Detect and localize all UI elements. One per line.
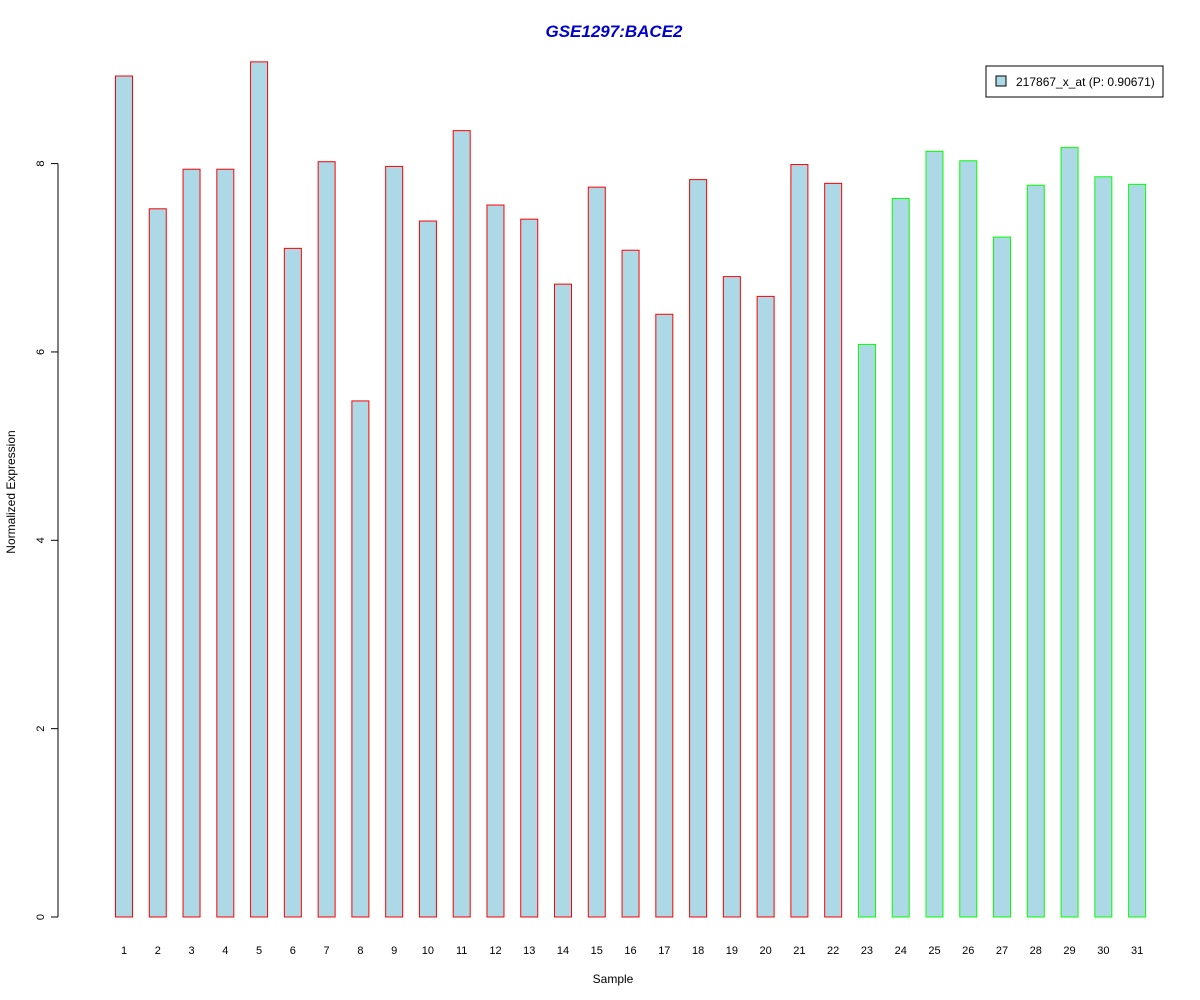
y-tick-label: 0: [35, 914, 47, 920]
x-tick-label: 3: [188, 945, 194, 957]
x-tick-label: 25: [928, 945, 940, 957]
bar-sample-23: [857, 343, 876, 918]
x-tick-label: 27: [996, 945, 1008, 957]
x-tick-label: 1: [121, 945, 127, 957]
x-tick-label: 14: [557, 945, 569, 957]
chart-title: GSE1297:BACE2: [545, 22, 683, 41]
bar-sample-18: [689, 179, 708, 918]
bar-sample-14: [554, 283, 573, 918]
x-tick-label: 12: [489, 945, 501, 957]
x-tick-label: 15: [591, 945, 603, 957]
x-tick-label: 26: [962, 945, 974, 957]
x-axis-label: Sample: [593, 972, 634, 986]
legend-label: 217867_x_at (P: 0.90671): [1016, 75, 1155, 89]
y-tick-label: 2: [35, 726, 47, 732]
y-axis: 0 2 4 6 8: [35, 161, 59, 920]
x-tick-label: 9: [391, 945, 397, 957]
x-tick-label: 11: [456, 945, 467, 957]
bar-sample-1: [115, 75, 133, 918]
y-tick-label: 6: [35, 349, 47, 355]
x-tick-label: 19: [726, 945, 738, 957]
x-tick-label: 5: [256, 945, 262, 957]
x-tick-label: 6: [290, 945, 296, 957]
bar-sample-10: [418, 220, 437, 918]
x-tick-label: 30: [1097, 945, 1109, 957]
bar-sample-3: [182, 168, 201, 918]
bar-sample-11: [452, 130, 471, 918]
x-tick-label: 10: [422, 945, 434, 957]
x-axis-labels: 1 2 3 4 5 6 7 8 9 10 11 12 13 14 15 16 17 18 19 20 21 22 23 24 2…: [121, 945, 1143, 957]
x-tick-label: 18: [692, 945, 704, 957]
x-tick-label: 13: [523, 945, 535, 957]
bar-sample-9: [385, 165, 404, 918]
legend-box: [985, 65, 1164, 98]
x-tick-label: 2: [155, 945, 161, 957]
bar-sample-17: [655, 313, 674, 918]
bar-sample-12: [486, 204, 505, 918]
y-tick-label: 4: [35, 537, 47, 543]
x-tick-label: 24: [895, 945, 907, 957]
x-tick-label: 29: [1063, 945, 1075, 957]
x-tick-label: 17: [658, 945, 670, 957]
x-tick-label: 7: [324, 945, 330, 957]
x-tick-label: 23: [861, 945, 873, 957]
bar-sample-31: [1128, 183, 1147, 918]
x-tick-label: 8: [357, 945, 363, 957]
bar-sample-5: [250, 61, 269, 918]
x-tick-label: 21: [793, 945, 805, 957]
bar-sample-28: [1026, 184, 1045, 918]
bar-sample-8: [351, 400, 370, 918]
legend-swatch: [995, 75, 1007, 87]
bar-sample-4: [216, 168, 235, 918]
bar-sample-26: [959, 160, 978, 918]
bar-sample-20: [756, 295, 775, 918]
bar-sample-22: [824, 182, 843, 918]
x-tick-label: 31: [1131, 945, 1143, 957]
bar-sample-30: [1094, 176, 1113, 918]
x-tick-label: 16: [624, 945, 636, 957]
bar-sample-27: [993, 236, 1012, 918]
bar-sample-7: [317, 161, 336, 918]
bar-sample-29: [1060, 147, 1079, 918]
bar-sample-25: [925, 150, 944, 918]
bar-sample-15: [587, 186, 606, 918]
bars: [115, 61, 1147, 918]
y-tick-label: 8: [35, 161, 47, 167]
bar-sample-19: [722, 276, 741, 918]
bar-sample-16: [621, 249, 640, 918]
x-tick-label: 4: [222, 945, 228, 957]
bar-sample-2: [148, 208, 167, 918]
bar-sample-24: [891, 197, 910, 918]
y-axis-label: Normalized Expression: [4, 430, 18, 553]
x-tick-label: 22: [827, 945, 839, 957]
x-tick-label: 20: [760, 945, 772, 957]
legend: 217867_x_at (P: 0.90671): [985, 65, 1164, 98]
bar-sample-13: [520, 218, 539, 918]
bar-sample-6: [283, 247, 302, 918]
x-tick-label: 28: [1030, 945, 1042, 957]
bar-sample-21: [790, 164, 809, 918]
